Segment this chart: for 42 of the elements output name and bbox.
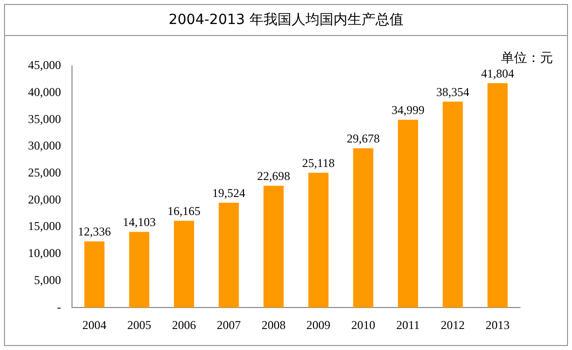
x-tick-label: 2013 [486, 318, 510, 332]
x-tick-label: 2010 [351, 318, 376, 332]
y-tick-label: 20,000 [28, 192, 61, 206]
bar [84, 241, 104, 308]
x-tick-label: 2007 [216, 318, 241, 332]
annotation: 单位：元 [501, 50, 553, 67]
data-label: 12,336 [78, 224, 111, 239]
chart-title: 2004-2013 年我国人均国内生产总值 [5, 5, 567, 36]
y-tick-label: 45,000 [28, 58, 61, 72]
data-label: 25,118 [302, 156, 335, 170]
data-label: 29,678 [346, 131, 380, 146]
y-tick-label: 25,000 [28, 166, 61, 180]
x-tick-label: 2004 [82, 318, 106, 332]
data-label: 22,698 [257, 168, 290, 183]
bar [129, 232, 150, 308]
bar [442, 102, 463, 308]
y-tick-label: 15,000 [28, 219, 61, 234]
bar [398, 120, 418, 308]
y-tick-label: 30,000 [28, 138, 61, 153]
x-tick-label: 2005 [127, 318, 152, 332]
data-label: 34,999 [392, 102, 424, 117]
data-label: 41,804 [481, 66, 514, 80]
bar [264, 186, 284, 308]
data-label: 16,165 [168, 204, 200, 218]
x-tick-label: 2009 [306, 318, 330, 332]
bar [308, 172, 328, 308]
bar [174, 220, 194, 308]
x-tick-label: 2011 [396, 318, 420, 332]
y-tick-label: - [57, 300, 61, 314]
x-tick-label: 2012 [440, 318, 465, 332]
data-label: 19,524 [212, 186, 246, 200]
x-tick-label: 2006 [172, 318, 196, 332]
bar [488, 83, 508, 308]
data-label: 38,354 [436, 84, 470, 99]
data-label: 14,103 [122, 215, 156, 230]
y-tick-label: 40,000 [28, 85, 61, 99]
y-tick-label: 10,000 [28, 246, 61, 260]
x-tick-label: 2008 [262, 318, 286, 332]
y-tick-label: 5,000 [34, 272, 61, 287]
bar [218, 202, 239, 308]
bar [353, 148, 374, 308]
y-tick-label: 35,000 [28, 112, 61, 126]
